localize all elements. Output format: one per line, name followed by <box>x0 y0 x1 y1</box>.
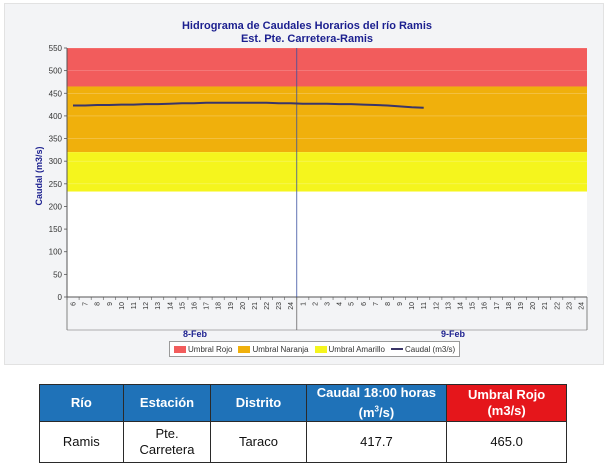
x-tick-label-27: 9 <box>397 302 404 306</box>
x-tick-label-36: 18 <box>506 302 513 310</box>
x-tick-label-6: 12 <box>143 302 150 310</box>
header-umbral-unit: (m3/s) <box>487 403 526 418</box>
legend-label-amarillo: Umbral Amarillo <box>328 344 385 354</box>
y-tick-label-3: 150 <box>49 225 63 234</box>
legend-swatch-rojo <box>174 345 186 353</box>
chart-legend: Umbral Rojo Umbral Naranja Umbral Amaril… <box>169 341 461 357</box>
x-tick-label-31: 13 <box>445 302 452 310</box>
header-caudal-unit: (m3/s) <box>358 404 395 420</box>
x-tick-label-20: 2 <box>312 302 319 306</box>
x-tick-label-10: 16 <box>191 302 198 310</box>
x-tick-label-0: 6 <box>71 302 78 306</box>
y-tick-label-10: 500 <box>49 67 63 76</box>
legend-item-amarillo: Umbral Amarillo <box>314 344 385 354</box>
chart-subtitle: Est. Pte. Carretera-Ramis <box>241 33 373 45</box>
hydrograph-chart: Hidrograma de Caudales Horarios del río … <box>34 20 588 339</box>
x-tick-label-13: 19 <box>228 302 235 310</box>
x-tick-label-29: 11 <box>421 302 428 309</box>
header-caudal: Caudal 18:00 horas (m3/s) <box>305 384 448 422</box>
station-info-table: Río Estación Distrito Caudal 18:00 horas… <box>39 384 567 463</box>
x-tick-label-21: 3 <box>325 302 332 306</box>
x-tick-label-5: 11 <box>131 302 138 309</box>
x-tick-label-7: 13 <box>155 302 162 310</box>
header-distrito: Distrito <box>210 384 307 422</box>
x-tick-label-14: 20 <box>240 302 247 310</box>
y-tick-label-5: 250 <box>49 180 63 189</box>
cell-estacion: Pte. Carretera <box>122 421 212 463</box>
table-row: Ramis Pte. Carretera Taraco 417.7 465.0 <box>39 421 567 463</box>
x-tick-label-15: 21 <box>252 302 259 310</box>
header-umbral-rojo: Umbral Rojo (m3/s) <box>446 384 567 422</box>
y-tick-label-0: 0 <box>58 293 63 302</box>
y-tick-label-1: 50 <box>53 270 62 279</box>
x-tick-label-8: 14 <box>167 302 174 310</box>
x-tick-label-34: 16 <box>482 302 489 310</box>
legend-label-naranja: Umbral Naranja <box>252 344 309 354</box>
x-tick-label-12: 18 <box>216 302 223 310</box>
x-tick-label-9: 15 <box>179 302 186 310</box>
day-label-2: 9-Feb <box>441 329 466 339</box>
series-line-0 <box>73 101 424 109</box>
x-tick-label-32: 14 <box>458 302 465 310</box>
y-tick-label-11: 550 <box>49 44 63 53</box>
threshold-band-0 <box>67 48 587 87</box>
y-tick-label-2: 100 <box>49 248 63 257</box>
cell-estacion-line1: Pte. <box>155 426 179 441</box>
legend-line-caudal <box>390 348 403 350</box>
legend-item-naranja: Umbral Naranja <box>238 344 309 354</box>
x-tick-label-35: 17 <box>494 302 501 310</box>
x-tick-label-42: 24 <box>578 302 585 310</box>
x-tick-label-23: 5 <box>349 302 356 306</box>
chart-title: Hidrograma de Caudales Horarios del río … <box>182 20 432 32</box>
cell-caudal: 417.7 <box>305 421 448 463</box>
x-tick-label-1: 7 <box>83 302 90 306</box>
header-umbral-title: Umbral Rojo <box>467 387 546 402</box>
chart-panel: Hidrograma de Caudales Horarios del río … <box>4 3 604 365</box>
threshold-band-1 <box>67 86 587 153</box>
x-tick-label-4: 10 <box>119 302 126 310</box>
y-tick-label-4: 200 <box>49 202 63 211</box>
x-tick-label-17: 23 <box>276 302 283 310</box>
legend-label-rojo: Umbral Rojo <box>188 344 233 354</box>
x-tick-label-28: 10 <box>409 302 416 310</box>
x-tick-label-16: 22 <box>264 302 271 310</box>
y-axis-title: Caudal (m3/s) <box>34 146 44 205</box>
x-tick-label-33: 15 <box>470 302 477 310</box>
x-tick-label-11: 17 <box>204 302 211 310</box>
x-tick-label-22: 4 <box>337 302 344 306</box>
x-tick-label-19: 1 <box>300 302 307 306</box>
x-tick-label-3: 9 <box>107 302 114 306</box>
x-tick-label-41: 23 <box>566 302 573 310</box>
legend-label-caudal: Caudal (m3/s) <box>404 344 456 354</box>
threshold-band-2 <box>67 152 587 192</box>
x-tick-label-37: 19 <box>518 302 525 310</box>
x-tick-label-39: 21 <box>542 302 549 310</box>
x-tick-label-26: 8 <box>385 302 392 306</box>
x-tick-label-2: 8 <box>95 302 102 306</box>
legend-swatch-naranja <box>238 345 251 353</box>
y-tick-label-6: 300 <box>49 157 63 166</box>
header-estacion: Estación <box>122 384 212 422</box>
cell-distrito: Taraco <box>210 421 307 463</box>
x-tick-label-40: 22 <box>554 302 561 310</box>
table-header-row: Río Estación Distrito Caudal 18:00 horas… <box>39 384 567 422</box>
cell-rio: Ramis <box>39 421 124 463</box>
x-tick-label-18: 24 <box>288 302 295 310</box>
day-label-1: 8-Feb <box>183 329 208 339</box>
x-tick-label-24: 6 <box>361 302 368 306</box>
x-tick-label-25: 7 <box>373 302 380 306</box>
header-rio: Río <box>39 384 124 422</box>
cell-estacion-line2: Carretera <box>139 442 195 457</box>
header-caudal-title: Caudal 18:00 horas <box>316 385 437 401</box>
y-tick-label-7: 350 <box>49 135 63 144</box>
legend-item-caudal: Caudal (m3/s) <box>390 344 456 354</box>
cell-umbral: 465.0 <box>446 421 567 463</box>
legend-swatch-amarillo <box>314 345 327 353</box>
x-tick-label-38: 20 <box>530 302 537 310</box>
y-tick-label-9: 450 <box>49 89 63 98</box>
legend-item-rojo: Umbral Rojo <box>174 345 232 354</box>
x-tick-label-30: 12 <box>433 302 440 310</box>
y-tick-label-8: 400 <box>49 112 63 121</box>
